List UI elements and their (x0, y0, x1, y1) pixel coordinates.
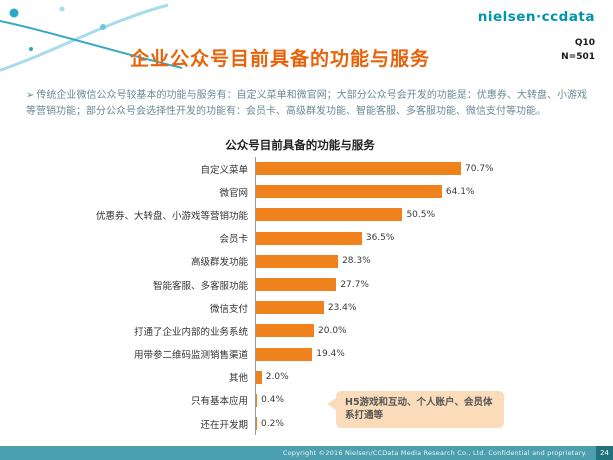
bar (256, 324, 314, 338)
bar-value: 19.4% (316, 349, 345, 360)
chart-row: 智能客服、多客服功能 27.7% (63, 272, 583, 297)
bar-label: 微官网 (219, 187, 248, 199)
bar-label: 优惠券、大转盘、小游戏等营销功能 (95, 210, 248, 222)
bar-label: 只有基本应用 (190, 396, 248, 408)
bar (256, 347, 313, 361)
bar-chart: 自定义菜单 70.7% 微官网 64.1% 优惠券、大转盘、小游戏等营销功能 50.5% 会… (63, 157, 583, 436)
bar-label: 打通了企业内部的业务系统 (133, 326, 248, 338)
chart-row: 自定义菜单 70.7% (63, 157, 583, 181)
bar-value: 23.4% (327, 302, 357, 313)
chart-row: 还在开发期 0.2% (63, 412, 583, 436)
decorative-swirl-graphic (0, 3, 183, 72)
intro-paragraph: ➢ 传统企业微信公众号较基本的功能与服务有：自定义菜单和微官网；大部分公众号会开发… (26, 88, 587, 120)
bar-label: 智能客服、多客服功能 (152, 280, 248, 292)
bar (256, 162, 462, 176)
bar-label: 高级群发功能 (190, 257, 248, 269)
bar-value: 50.5% (406, 209, 436, 220)
bar (256, 393, 258, 407)
chart-row: 会员卡 36.5% (63, 226, 583, 250)
survey-meta: Q10 N=501 (561, 37, 595, 64)
intro-text: 传统企业微信公众号较基本的功能与服务有：自定义菜单和微官网；大部分公众号会开发的… (26, 90, 587, 117)
bar-track: 70.7% (255, 157, 583, 181)
bar-value: 36.5% (365, 233, 395, 244)
footer-bar: Copyright ©2016 Nielsen/CCData Media Res… (0, 446, 613, 460)
bar (256, 417, 257, 431)
bar-track: 20.0% (255, 319, 583, 343)
chart-title: 公众号目前具备的功能与服务 (225, 138, 375, 152)
chart-row: 用带参二维码监测销售渠道 19.4% (63, 342, 583, 366)
sample-size: N=501 (561, 51, 595, 62)
bar-track: 23.4% (255, 296, 583, 320)
bar-value: 70.7% (465, 163, 494, 174)
bar-track: 2.0% (255, 365, 583, 389)
bar-label: 会员卡 (219, 234, 248, 246)
bar (256, 278, 337, 292)
bar (256, 254, 339, 268)
bar-track: 19.4% (255, 342, 583, 366)
slide-title: 企业公众号目前具备的功能与服务 (129, 48, 430, 70)
bar-track: 0.4% (255, 388, 583, 413)
chart-row: 优惠券、大转盘、小游戏等营销功能 50.5% (63, 203, 583, 227)
bar (256, 185, 442, 199)
bar-label: 还在开发期 (200, 419, 248, 431)
nielsen-ccdata-logo: nielsen·ccdata (477, 9, 595, 25)
bar (256, 208, 403, 222)
chart-row: 其他 2.0% (63, 365, 583, 389)
bar-value: 0.4% (261, 395, 285, 406)
chart-row: 微信支付 23.4% (63, 296, 583, 320)
chart-row: 微官网 64.1% (63, 180, 583, 204)
bar-value: 64.1% (445, 186, 475, 197)
bar-track: 27.7% (255, 272, 583, 297)
bar-label: 用带参二维码监测销售渠道 (133, 350, 248, 362)
bar-value: 20.0% (318, 325, 347, 336)
bar-label: 自定义菜单 (200, 164, 248, 176)
bar-value: 28.3% (342, 256, 371, 267)
bar-track: 36.5% (255, 226, 583, 250)
bar (256, 370, 262, 384)
bar-track: 0.2% (255, 412, 583, 436)
chart-row: 打通了企业内部的业务系统 20.0% (63, 319, 583, 343)
bar (256, 231, 362, 245)
bar-track: 28.3% (255, 249, 583, 273)
arrow-bullet-icon: ➢ (26, 90, 35, 101)
bar-value: 27.7% (340, 279, 369, 290)
bar-track: 50.5% (255, 203, 583, 227)
question-number: Q10 (574, 38, 595, 48)
chart-row: 只有基本应用 0.4% (63, 388, 583, 413)
bar-value: 0.2% (261, 418, 284, 429)
bar-label: 微信支付 (209, 303, 248, 315)
bar-value: 2.0% (265, 372, 289, 383)
other-category-callout: H5游戏和互动、个人账户、会员体系打通等 (327, 391, 504, 428)
chart-row: 高级群发功能 28.3% (63, 249, 583, 273)
page-number: 24 (596, 446, 613, 460)
bar-track: 64.1% (255, 180, 583, 204)
copyright-text: Copyright ©2016 Nielsen/CCData Media Res… (282, 449, 587, 457)
bar-label: 其他 (228, 373, 248, 385)
bar (256, 301, 324, 315)
